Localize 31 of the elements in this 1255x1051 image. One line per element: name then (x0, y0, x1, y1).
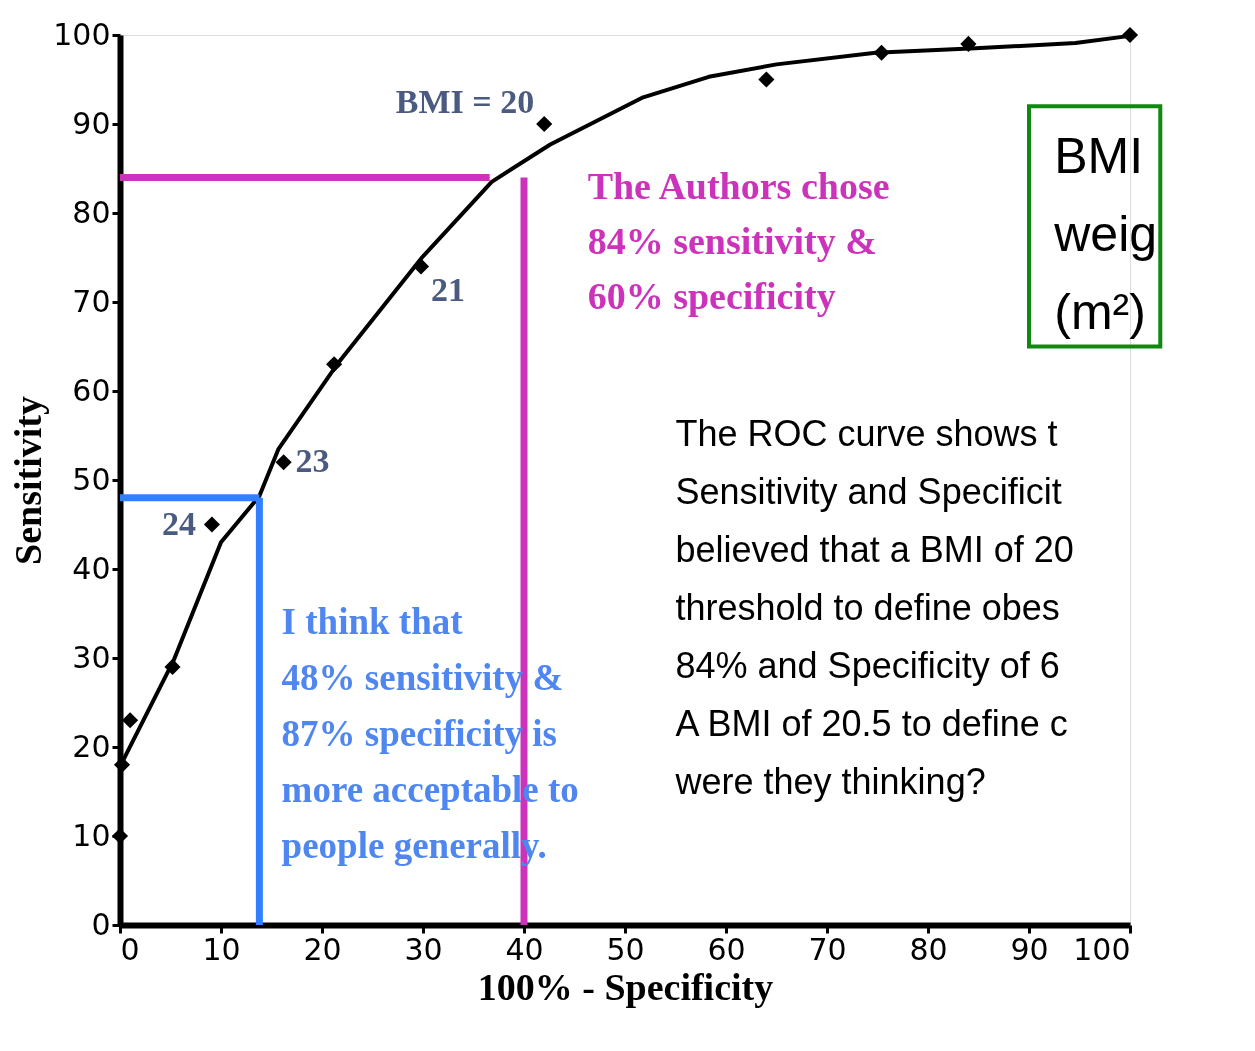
annotation: 24 (161, 504, 196, 542)
annotation: BMI weig (m²) (1053, 127, 1158, 340)
y-tick-label: 70 (72, 283, 111, 319)
y-tick-label: 80 (72, 194, 111, 230)
annotation: BMI = 20 (395, 83, 535, 120)
annotation: 23 (295, 442, 330, 480)
x-tick-label: 50 (606, 931, 645, 967)
y-axis-title: Sensitivity (7, 396, 50, 565)
y-tick-label: 90 (72, 105, 111, 141)
x-tick-label: 80 (909, 931, 948, 967)
y-tick-label: 20 (72, 728, 111, 764)
x-tick-label: 90 (1010, 931, 1049, 967)
y-tick-label: 10 (72, 817, 111, 853)
x-tick-label: 10 (202, 931, 241, 967)
x-axis-title: 100% - Specificity (477, 965, 774, 1008)
y-tick-label: 0 (91, 906, 111, 942)
x-tick-label: 100 (1073, 931, 1131, 967)
x-tick-label: 40 (505, 931, 544, 967)
x-tick-label: 70 (808, 931, 847, 967)
y-tick-label: 40 (72, 550, 111, 586)
y-tick-label: 60 (72, 372, 111, 408)
annotation: The Authors chose 84% sensitivity & 60% specificity (587, 164, 890, 317)
y-tick-label: 30 (72, 639, 111, 675)
x-tick-label: 0 (120, 931, 140, 967)
annotation: 21 (430, 271, 465, 309)
x-tick-label: 30 (404, 931, 443, 967)
y-tick-label: 100 (53, 16, 111, 52)
x-tick-label: 60 (707, 931, 746, 967)
x-tick-label: 20 (303, 931, 342, 967)
annotation: The ROC curve shows t Sensitivity and Specificit believed that a BMI of 20 threshold to define obes 84% and Specificity of 6 A BMI of 20.5 to define c were they thinking? (674, 412, 1074, 802)
y-tick-label: 50 (72, 461, 111, 497)
